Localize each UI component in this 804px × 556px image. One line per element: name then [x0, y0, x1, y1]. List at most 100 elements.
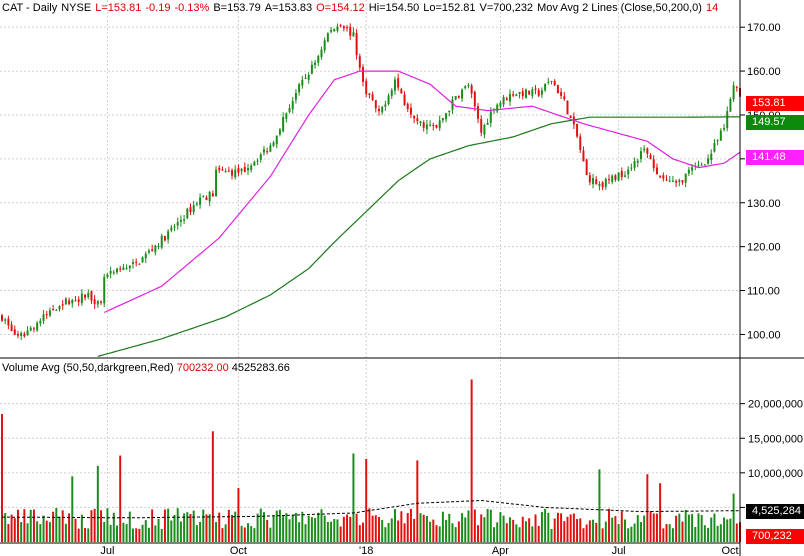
- volume-avg-tag: 4,525,284: [746, 504, 804, 519]
- volume-bar: [80, 514, 83, 542]
- candle-body: [588, 175, 591, 183]
- volume-bar: [703, 525, 706, 542]
- candle-body: [537, 90, 540, 96]
- volume-bar: [716, 525, 719, 542]
- candle-body: [301, 79, 304, 86]
- volume-bar: [71, 476, 74, 542]
- volume-bar: [58, 516, 61, 542]
- candle-body: [116, 268, 119, 273]
- candle-body: [464, 86, 467, 89]
- candle-body: [553, 80, 556, 86]
- candle-body: [333, 29, 336, 32]
- price-tick-label: 160.00: [747, 66, 781, 78]
- volume-tick-label: 10,000,000: [748, 468, 803, 480]
- open-price: O=154.12: [316, 2, 365, 14]
- volume-bar: [403, 523, 406, 542]
- volume-bar: [32, 509, 35, 542]
- candle-body: [13, 329, 16, 335]
- volume-bar: [234, 511, 237, 542]
- candle-body: [10, 324, 13, 332]
- candle-body: [620, 170, 623, 178]
- candle-body: [707, 158, 710, 164]
- volume-bar: [572, 513, 575, 542]
- candle-body: [362, 67, 365, 82]
- volume-bars: [1, 379, 741, 542]
- candle-body: [48, 310, 51, 316]
- volume-bar: [617, 524, 620, 542]
- candle-body: [151, 249, 154, 251]
- volume-bar: [144, 520, 147, 542]
- volume-bar: [135, 528, 138, 542]
- volume-bar: [713, 513, 716, 542]
- volume-bar: [167, 508, 170, 542]
- candle-body: [512, 94, 515, 96]
- candle-body: [170, 227, 173, 231]
- volume-bar: [400, 511, 403, 542]
- volume-bar: [10, 514, 13, 542]
- candle-body: [668, 180, 671, 182]
- candle-body: [662, 175, 665, 179]
- volume-bar: [160, 528, 163, 542]
- volume-bar: [215, 522, 218, 542]
- candle-body: [403, 94, 406, 105]
- chart-gridlines: [0, 0, 740, 543]
- volume-bar: [611, 517, 614, 542]
- volume-bar: [323, 515, 326, 542]
- candle-body: [374, 100, 377, 109]
- candle-body: [195, 203, 198, 205]
- volume-bar: [422, 514, 425, 542]
- volume-bar: [1, 414, 3, 542]
- volume-bar: [272, 515, 275, 542]
- volume-bar: [678, 513, 681, 542]
- candle-body: [160, 235, 163, 248]
- volume-bar: [208, 514, 211, 542]
- bid-price: B=153.79: [213, 2, 261, 14]
- candle-body: [317, 56, 320, 63]
- volume-bar: [163, 509, 166, 542]
- volume-bar: [77, 528, 80, 542]
- candle-body: [445, 113, 448, 120]
- volume-tick-label: 20,000,000: [748, 399, 803, 411]
- ma-trail: 14: [705, 2, 719, 14]
- candle-body: [16, 333, 19, 336]
- candle-body: [173, 226, 176, 228]
- volume-bar: [125, 524, 128, 542]
- volume-bar: [681, 521, 684, 542]
- volume-bar: [87, 528, 90, 542]
- volume-bar: [732, 493, 735, 542]
- volume-bar: [416, 460, 419, 542]
- volume-bar: [627, 528, 630, 542]
- candle-body: [726, 111, 729, 129]
- volume-bar: [61, 510, 64, 542]
- candle-body: [199, 197, 202, 205]
- candle-body: [141, 257, 144, 263]
- volume-bar: [13, 518, 16, 542]
- volume-bar: [304, 524, 307, 542]
- candle-body: [393, 79, 396, 91]
- candle-body: [387, 95, 390, 105]
- candle-body: [90, 291, 93, 301]
- candle-body: [560, 92, 563, 96]
- volume-bar: [659, 483, 662, 542]
- volume-bar: [202, 509, 205, 542]
- volume-bar: [531, 526, 534, 542]
- candle-body: [684, 173, 687, 183]
- volume-bar: [445, 519, 448, 542]
- volume-bar: [186, 512, 189, 542]
- volume-bar: [569, 514, 572, 542]
- candle-body: [441, 118, 444, 121]
- price-tick-label: 120.00: [747, 242, 781, 254]
- candle-body: [234, 169, 237, 178]
- candle-body: [381, 106, 384, 113]
- candle-body: [390, 90, 393, 96]
- volume-bar: [42, 515, 45, 542]
- volume-bar: [467, 510, 470, 542]
- volume-bar: [588, 520, 591, 542]
- candle-body: [167, 231, 170, 240]
- volume-bar: [179, 521, 182, 542]
- volume-bar: [231, 515, 234, 542]
- candle-body: [556, 85, 559, 94]
- volume-bar: [489, 509, 492, 542]
- volume-bar: [173, 514, 176, 542]
- volume-bar: [119, 455, 122, 542]
